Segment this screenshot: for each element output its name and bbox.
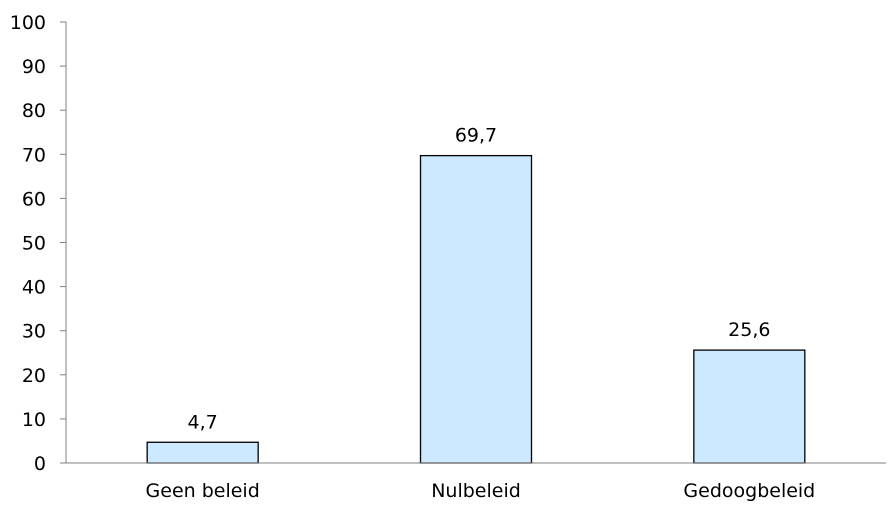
y-tick-label: 90 bbox=[22, 56, 46, 78]
y-tick-label: 50 bbox=[22, 233, 46, 255]
bar bbox=[146, 441, 259, 464]
y-tick-label: 0 bbox=[34, 453, 46, 475]
x-axis-labels: Geen beleid Nulbeleid Gedoogbeleid bbox=[146, 480, 816, 502]
data-label: 4,7 bbox=[188, 411, 218, 433]
y-tick-label: 20 bbox=[22, 365, 46, 387]
y-tick-label: 30 bbox=[22, 321, 46, 343]
y-tick-label: 100 bbox=[10, 12, 46, 34]
bar bbox=[693, 349, 806, 464]
data-label: 69,7 bbox=[455, 125, 497, 147]
x-category-label: Geen beleid bbox=[146, 480, 260, 502]
y-tick-label: 70 bbox=[22, 144, 46, 166]
bar bbox=[419, 154, 533, 464]
y-tick-label: 60 bbox=[22, 188, 46, 210]
bars bbox=[146, 154, 806, 464]
data-label: 25,6 bbox=[728, 319, 770, 341]
y-tick-label: 40 bbox=[22, 277, 46, 299]
x-category-label: Nulbeleid bbox=[431, 480, 521, 502]
y-axis-ticks: 0 10 20 30 40 50 60 70 80 90 100 bbox=[10, 12, 66, 475]
data-labels: 4,7 69,7 25,6 bbox=[188, 125, 771, 434]
y-tick-label: 10 bbox=[22, 409, 46, 431]
y-tick-label: 80 bbox=[22, 100, 46, 122]
x-category-label: Gedoogbeleid bbox=[683, 480, 815, 502]
